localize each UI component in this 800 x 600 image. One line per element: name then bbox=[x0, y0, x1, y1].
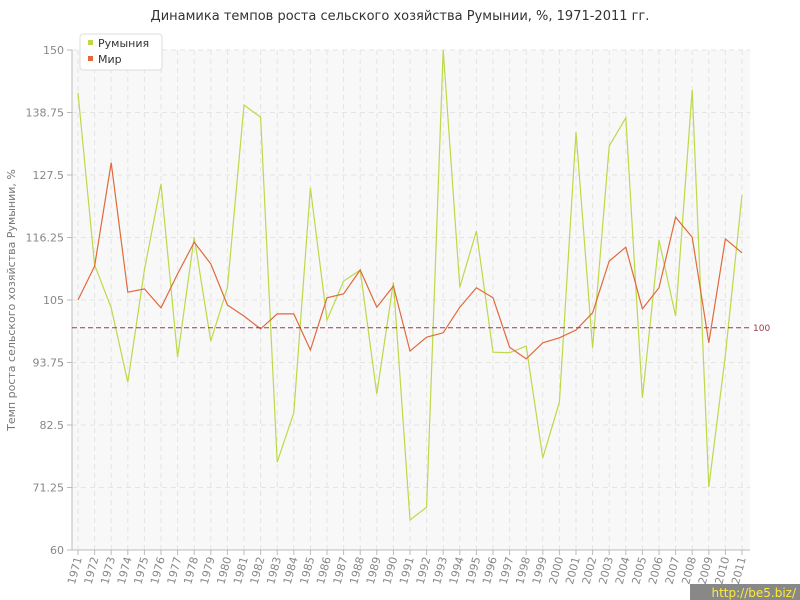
legend-label: Мир bbox=[98, 53, 122, 66]
legend-box bbox=[79, 33, 163, 71]
y-tick-label: 71.25 bbox=[33, 482, 65, 495]
y-axis-label: Темп роста сельского хозяйства Румынии, … bbox=[5, 169, 18, 432]
series-line bbox=[77, 49, 743, 522]
y-tick-label: 60 bbox=[50, 544, 64, 557]
legend-swatch bbox=[88, 56, 93, 61]
series-line bbox=[77, 162, 743, 360]
y-tick-label: 138.75 bbox=[26, 107, 65, 120]
y-tick-label: 105 bbox=[43, 294, 64, 307]
watermark: http://be5.biz/ bbox=[711, 586, 796, 600]
y-tick-label: 127.5 bbox=[33, 169, 65, 182]
watermark-bg bbox=[690, 584, 800, 600]
y-tick-label: 93.75 bbox=[33, 357, 65, 370]
legend-swatch bbox=[88, 40, 93, 45]
legend-label: Румыния bbox=[98, 37, 149, 50]
chart-title: Динамика темпов роста сельского хозяйств… bbox=[151, 9, 650, 24]
y-tick-label: 116.25 bbox=[26, 232, 65, 245]
reference-label: 100 bbox=[753, 324, 770, 334]
y-tick-label: 82.5 bbox=[40, 419, 65, 432]
y-tick-label: 150 bbox=[43, 44, 64, 57]
